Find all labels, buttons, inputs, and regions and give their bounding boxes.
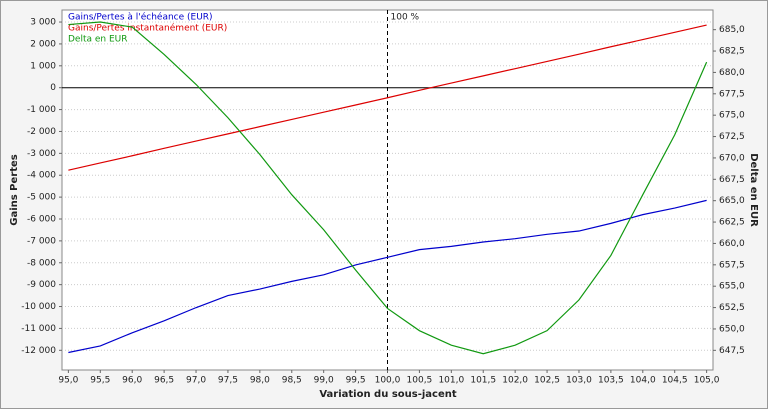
x-tick-label: 98,5 xyxy=(282,376,302,386)
x-tick-label: 101,5 xyxy=(470,376,496,386)
y-tick-label: -8 000 xyxy=(27,258,56,268)
y-tick-label: 0 xyxy=(50,83,56,93)
y-tick-label: -1 000 xyxy=(27,105,56,115)
x-tick-label: 101,0 xyxy=(438,376,464,386)
y-tick-label: -4 000 xyxy=(27,171,56,181)
y2-tick-label: 657,5 xyxy=(719,260,745,270)
y-tick-label: -2 000 xyxy=(27,127,56,137)
y-tick-label: -9 000 xyxy=(27,280,56,290)
series-line xyxy=(68,21,708,355)
legend-entry: Delta en EUR xyxy=(68,35,128,45)
y2-tick-label: 655,0 xyxy=(719,282,745,292)
y2-tick-label: 660,0 xyxy=(719,239,745,249)
plot-area xyxy=(61,9,714,371)
y-tick-label: 2 000 xyxy=(30,39,56,49)
y2-axis-label: Delta en EUR xyxy=(748,153,759,227)
x-tick-label: 97,5 xyxy=(218,376,238,386)
y2-tick-label: 665,0 xyxy=(719,196,745,206)
x-tick-label: 102,0 xyxy=(502,376,528,386)
x-tick-label: 100,5 xyxy=(407,376,433,386)
annotation-label: 100 % xyxy=(391,13,420,23)
x-tick-label: 104,5 xyxy=(662,376,688,386)
x-tick-label: 102,5 xyxy=(534,376,560,386)
y-tick-label: -10 000 xyxy=(21,302,56,312)
y2-tick-label: 652,5 xyxy=(719,303,745,313)
x-tick-label: 104,0 xyxy=(630,376,656,386)
x-tick-label: 99,5 xyxy=(346,376,366,386)
y-tick-label: -3 000 xyxy=(27,149,56,159)
x-tick-label: 103,0 xyxy=(566,376,592,386)
y-tick-label: -11 000 xyxy=(21,324,56,334)
x-axis-label: Variation du sous-jacent xyxy=(319,389,457,400)
y2-tick-label: 670,0 xyxy=(719,153,745,163)
y-axis-label: Gains Pertes xyxy=(9,154,20,226)
legend-entry: Gains/Pertes à l'échéance (EUR) xyxy=(68,12,213,23)
y-tick-label: -12 000 xyxy=(21,346,56,356)
y-tick-label: -7 000 xyxy=(27,236,56,246)
y2-tick-label: 685,0 xyxy=(719,25,745,35)
x-tick-label: 99,0 xyxy=(314,376,334,386)
y-tick-label: -6 000 xyxy=(27,214,56,224)
y-tick-label: 3 000 xyxy=(30,18,56,28)
y2-tick-label: 667,5 xyxy=(719,175,745,185)
x-tick-label: 100,0 xyxy=(375,376,401,386)
x-tick-label: 96,5 xyxy=(154,376,174,386)
y2-tick-label: 662,5 xyxy=(719,218,745,228)
y2-tick-label: 672,5 xyxy=(719,132,745,142)
x-tick-label: 95,5 xyxy=(90,376,110,386)
y-tick-label: -5 000 xyxy=(27,193,56,203)
y2-tick-label: 677,5 xyxy=(719,89,745,99)
x-tick-label: 105,0 xyxy=(694,376,720,386)
x-tick-label: 98,0 xyxy=(250,376,270,386)
y-tick-label: 1 000 xyxy=(30,61,56,71)
x-tick-label: 95,0 xyxy=(58,376,78,386)
y2-tick-label: 675,0 xyxy=(719,111,745,121)
series-line xyxy=(68,199,707,354)
y2-tick-label: 650,0 xyxy=(719,324,745,334)
y2-tick-label: 682,5 xyxy=(719,47,745,57)
x-tick-label: 103,5 xyxy=(598,376,624,386)
x-tick-label: 96,0 xyxy=(122,376,142,386)
series-line xyxy=(68,24,707,171)
y2-tick-label: 680,0 xyxy=(719,68,745,78)
y2-tick-label: 647,5 xyxy=(719,346,745,356)
x-tick-label: 97,0 xyxy=(186,376,206,386)
legend-entry: Gains/Pertes instantanément (EUR) xyxy=(68,23,227,34)
